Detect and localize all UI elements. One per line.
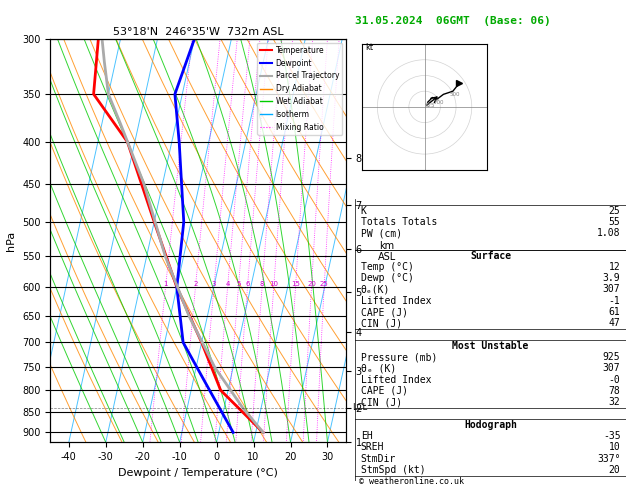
Text: 307: 307 bbox=[603, 284, 620, 295]
Y-axis label: km
ASL: km ASL bbox=[378, 241, 396, 262]
Text: StmDir: StmDir bbox=[361, 453, 396, 464]
Text: 25: 25 bbox=[609, 206, 620, 215]
Text: 307: 307 bbox=[603, 364, 620, 373]
Text: StmSpd (kt): StmSpd (kt) bbox=[361, 465, 425, 475]
Text: 12: 12 bbox=[609, 262, 620, 272]
Legend: Temperature, Dewpoint, Parcel Trajectory, Dry Adiabat, Wet Adiabat, Isotherm, Mi: Temperature, Dewpoint, Parcel Trajectory… bbox=[257, 43, 342, 135]
Text: 55: 55 bbox=[609, 217, 620, 227]
Text: 6: 6 bbox=[245, 281, 250, 287]
Text: 4: 4 bbox=[225, 281, 230, 287]
Text: 3.9: 3.9 bbox=[603, 273, 620, 283]
Text: -1: -1 bbox=[609, 296, 620, 306]
Text: 32: 32 bbox=[609, 397, 620, 407]
Text: θₑ(K): θₑ(K) bbox=[361, 284, 390, 295]
Text: CAPE (J): CAPE (J) bbox=[361, 386, 408, 396]
Text: 20: 20 bbox=[609, 465, 620, 475]
Text: 500: 500 bbox=[450, 92, 460, 97]
Text: 47: 47 bbox=[609, 318, 620, 328]
Text: 31.05.2024  06GMT  (Base: 06): 31.05.2024 06GMT (Base: 06) bbox=[355, 17, 551, 26]
Text: K: K bbox=[361, 206, 367, 215]
Text: 925: 925 bbox=[603, 352, 620, 362]
Text: Temp (°C): Temp (°C) bbox=[361, 262, 414, 272]
Text: 10: 10 bbox=[609, 442, 620, 452]
Text: kt: kt bbox=[365, 43, 373, 52]
Text: Lifted Index: Lifted Index bbox=[361, 296, 431, 306]
Text: Hodograph: Hodograph bbox=[464, 420, 517, 430]
Text: -0: -0 bbox=[609, 375, 620, 384]
Y-axis label: hPa: hPa bbox=[6, 230, 16, 251]
Text: 10: 10 bbox=[269, 281, 278, 287]
Text: EH: EH bbox=[361, 431, 372, 441]
Text: 2: 2 bbox=[193, 281, 198, 287]
Text: Lifted Index: Lifted Index bbox=[361, 375, 431, 384]
Text: SREH: SREH bbox=[361, 442, 384, 452]
Text: 8: 8 bbox=[260, 281, 264, 287]
Text: © weatheronline.co.uk: © weatheronline.co.uk bbox=[359, 477, 464, 486]
Text: Pressure (mb): Pressure (mb) bbox=[361, 352, 437, 362]
Text: 1: 1 bbox=[164, 281, 168, 287]
Text: 337°: 337° bbox=[597, 453, 620, 464]
Text: 3: 3 bbox=[212, 281, 216, 287]
Text: 78: 78 bbox=[609, 386, 620, 396]
Text: 61: 61 bbox=[609, 307, 620, 317]
Text: 25: 25 bbox=[320, 281, 328, 287]
Text: Totals Totals: Totals Totals bbox=[361, 217, 437, 227]
Text: 20: 20 bbox=[307, 281, 316, 287]
Text: θₑ (K): θₑ (K) bbox=[361, 364, 396, 373]
Text: -35: -35 bbox=[603, 431, 620, 441]
Text: 700: 700 bbox=[434, 100, 445, 105]
Text: 5: 5 bbox=[237, 281, 241, 287]
Text: 925: 925 bbox=[425, 103, 435, 108]
Text: Most Unstable: Most Unstable bbox=[452, 341, 529, 351]
Text: PW (cm): PW (cm) bbox=[361, 228, 402, 238]
Text: CIN (J): CIN (J) bbox=[361, 397, 402, 407]
Text: 15: 15 bbox=[291, 281, 300, 287]
Text: Surface: Surface bbox=[470, 251, 511, 260]
Text: LCL: LCL bbox=[352, 403, 367, 412]
Text: 1.08: 1.08 bbox=[597, 228, 620, 238]
Title: 53°18'N  246°35'W  732m ASL: 53°18'N 246°35'W 732m ASL bbox=[113, 27, 284, 37]
Text: Dewp (°C): Dewp (°C) bbox=[361, 273, 414, 283]
Text: CAPE (J): CAPE (J) bbox=[361, 307, 408, 317]
Text: CIN (J): CIN (J) bbox=[361, 318, 402, 328]
X-axis label: Dewpoint / Temperature (°C): Dewpoint / Temperature (°C) bbox=[118, 468, 278, 478]
